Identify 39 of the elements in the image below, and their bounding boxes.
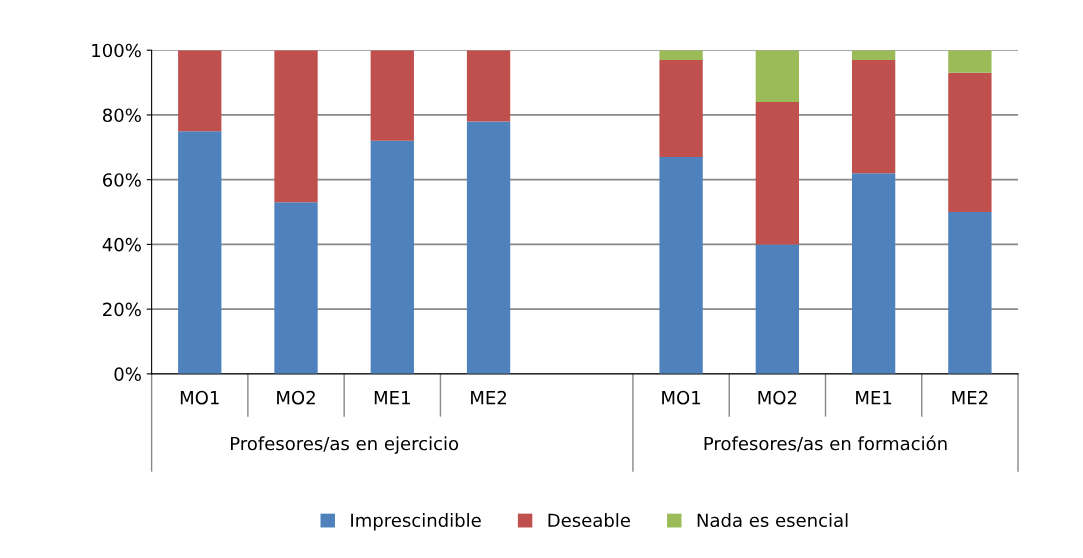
y-tick-label: 20% xyxy=(103,302,141,317)
bar xyxy=(466,121,511,374)
x-tick-label: MO2 xyxy=(277,390,315,405)
y-tick-label: 40% xyxy=(102,237,141,252)
bar xyxy=(178,50,222,132)
bar xyxy=(370,50,414,141)
bar xyxy=(274,50,318,203)
bar xyxy=(851,173,896,374)
bar xyxy=(466,50,511,122)
x-tick-label: ME2 xyxy=(471,390,506,405)
x-tick-label: ME2 xyxy=(952,390,988,405)
bar xyxy=(659,157,703,374)
bar xyxy=(948,72,992,213)
bar xyxy=(370,140,414,374)
bar xyxy=(178,131,222,374)
text: Profesores/as en formación xyxy=(704,435,947,452)
y-tick-label: 60% xyxy=(103,173,141,187)
x-tick-label: MO1 xyxy=(662,390,701,405)
legend-label: Nada es esencial xyxy=(697,513,848,528)
x-tick-label: ME1 xyxy=(856,391,892,405)
y-tick-label: 0% xyxy=(114,367,141,381)
text: Profesores/as en ejercicio xyxy=(231,436,459,454)
bar xyxy=(755,50,800,102)
bar xyxy=(659,50,703,60)
bar xyxy=(659,59,703,158)
bar xyxy=(948,50,992,73)
bar xyxy=(851,50,896,60)
x-tick-label: MO1 xyxy=(180,390,219,405)
y-tick-label: 80% xyxy=(102,108,141,123)
x-tick-label: ME1 xyxy=(374,391,410,405)
bar xyxy=(851,59,896,174)
x-tick-label: MO2 xyxy=(758,390,797,405)
legend-label: Imprescindible xyxy=(351,513,481,531)
bar xyxy=(755,102,800,245)
bar xyxy=(755,244,800,374)
y-tick-label: 100% xyxy=(92,43,141,58)
bar xyxy=(274,202,318,374)
legend-label: Deseable xyxy=(548,513,630,528)
bar xyxy=(948,212,992,374)
